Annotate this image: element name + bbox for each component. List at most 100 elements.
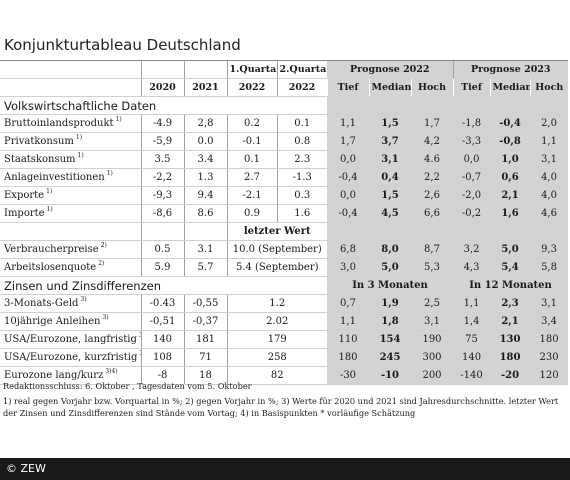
f23-tief: -1,8 [453,114,491,133]
letzter-wert: 1.2 [226,294,327,313]
row-label: Arbeitslosenquote 2) [0,258,141,277]
footnote-marker: 1) [46,188,53,196]
footnote-marker: 3)4) [139,350,141,357]
f23-hoch: 4,0 [530,168,569,187]
letzter-wert-label: letzter Wert [226,222,327,241]
value-2020: -4.9 [140,114,184,133]
f3-tief: 180 [327,348,369,367]
letzter-wert: 2.02 [226,312,327,331]
f23-tief: -3,3 [453,132,491,151]
f12-hoch: 3,1 [530,294,569,313]
header-q1: 1.Quartal [226,60,277,79]
table-row: Arbeitslosenquote 2) 5.9 5.7 5.4 (September)… [0,258,569,277]
header-q2-year: 2022 [276,78,327,97]
f22-median: 1,5 [369,114,411,133]
f22-median: 8,0 [369,240,411,259]
row-label-text: 3-Monats-Geld [4,297,79,309]
f22-tief: 1,1 [327,114,369,133]
value-2021: 3.1 [183,240,227,259]
row-label: Staatskonsum 1) [0,150,141,169]
header-hoch-2023: Hoch [529,78,569,97]
table-row: USA/Eurozone, kurzfristig3)4)10871258180… [0,348,569,367]
value-2021: 71 [183,348,227,367]
value-q1-2022: -2.1 [226,186,277,205]
table-row: USA/Eurozone, langfristig3)4)14018117911… [0,330,569,349]
row-label: USA/Eurozone, kurzfristig3)4) [0,348,141,367]
f23-hoch: 4,6 [530,204,569,223]
f12-hoch: 120 [530,366,569,385]
header-in-12-monaten: In 12 Monaten [453,276,569,295]
f3-tief: 110 [327,330,369,349]
f23-hoch: 1,1 [530,132,569,151]
row-label-text: Arbeitslosenquote [4,261,97,273]
value-2020: -9,3 [140,186,184,205]
row-label: Bruttoinlandsprodukt 1) [0,114,141,133]
value-2020: 140 [140,330,184,349]
row-label: Verbraucherpreise 2) [0,240,141,259]
f23-tief: -0,2 [453,204,491,223]
row-label: Anlageinvestitionen 1) [0,168,141,187]
row-label-text: Importe [4,207,45,219]
table-row: Bruttoinlandsprodukt 1) -4.9 2,8 0.2 0.1 1,1 1,… [0,114,569,133]
f23-median: 5,0 [490,240,531,259]
value-2020: -5,9 [140,132,184,151]
row-label-text: Anlageinvestitionen [4,171,105,183]
value-2021: 18 [183,366,227,385]
f12-median: 180 [490,348,531,367]
footnote-marker: 1) [75,134,83,142]
header-median-2023: Median [489,78,531,97]
section-zinsen: Zinsen und Zinsdifferenzen [0,276,327,295]
f23-tief: -2,0 [453,186,491,205]
value-2021: -0,37 [183,312,227,331]
value-2021: -0,55 [183,294,227,313]
row-label-text: USA/Eurozone, kurzfristig [4,351,138,363]
f23-tief: 4,3 [453,258,491,277]
f22-tief: 1,7 [327,132,369,151]
f3-tief: -30 [327,366,369,385]
f3-median: 1,8 [369,312,411,331]
header-q1-year: 2022 [226,78,277,97]
value-2020: 5.9 [140,258,184,277]
row-label: Privatkonsum 1) [0,132,141,151]
f12-median: -20 [490,366,531,385]
value-q1-2022: 0.1 [226,150,277,169]
copyright-label: © ZEW [6,462,46,475]
f23-hoch: 5,8 [530,258,569,277]
header-hoch-2022: Hoch [410,78,454,97]
f22-hoch: 2,6 [411,186,454,205]
f3-median: 245 [369,348,411,367]
table-row: 10jährige Anleihen 3) -0,51 -0,37 2.02 1,1 1,8… [0,312,569,331]
f22-tief: 3,0 [327,258,369,277]
f12-median: 130 [490,330,531,349]
row-label: Eurozone lang/kurz 3)4) [0,366,141,385]
f23-median: 1,6 [490,204,531,223]
f22-median: 0,4 [369,168,411,187]
letzter-wert: 10.0 (September) [226,240,327,259]
header-prognose-2023: Prognose 2023 [452,60,569,79]
footnote-marker: 1) [115,116,122,124]
f22-median: 3,7 [369,132,411,151]
f3-median: 154 [369,330,411,349]
row-label-text: Privatkonsum [4,135,74,147]
f23-tief: -0,7 [453,168,491,187]
f12-hoch: 180 [530,330,569,349]
row-label-text: Eurozone lang/kurz [4,369,104,381]
value-2020: -2,2 [140,168,184,187]
header-row-2: 2020 2021 2022 2022 Tief Median Hoch Tie… [0,78,569,97]
f22-hoch: 5,3 [411,258,454,277]
f12-hoch: 230 [530,348,569,367]
redaktionsschluss: Redaktionsschluss: 6. Oktober , Tagesdat… [3,381,252,391]
row-label: 10jährige Anleihen 3) [0,312,141,331]
value-2020: -0.43 [140,294,184,313]
footnote-marker: 2) [98,260,105,268]
row-label-text: 10jährige Anleihen [4,315,101,327]
table-row: 3-Monats-Geld 3) -0.43 -0,55 1.2 0,7 1,9 2,5 1,1… [0,294,569,313]
table-row: Exporte 1) -9,3 9.4 -2.1 0.3 0,0 1,5 2,6 -2,0 2,1 4… [0,186,569,205]
value-2021: 181 [183,330,227,349]
row-label-text: Verbraucherpreise [4,243,99,255]
f22-median: 4,5 [369,204,411,223]
f22-tief: -0,4 [327,204,369,223]
header-q2: 2.Quartal [276,60,327,79]
f22-tief: -0,4 [327,168,369,187]
f12-hoch: 3,4 [530,312,569,331]
